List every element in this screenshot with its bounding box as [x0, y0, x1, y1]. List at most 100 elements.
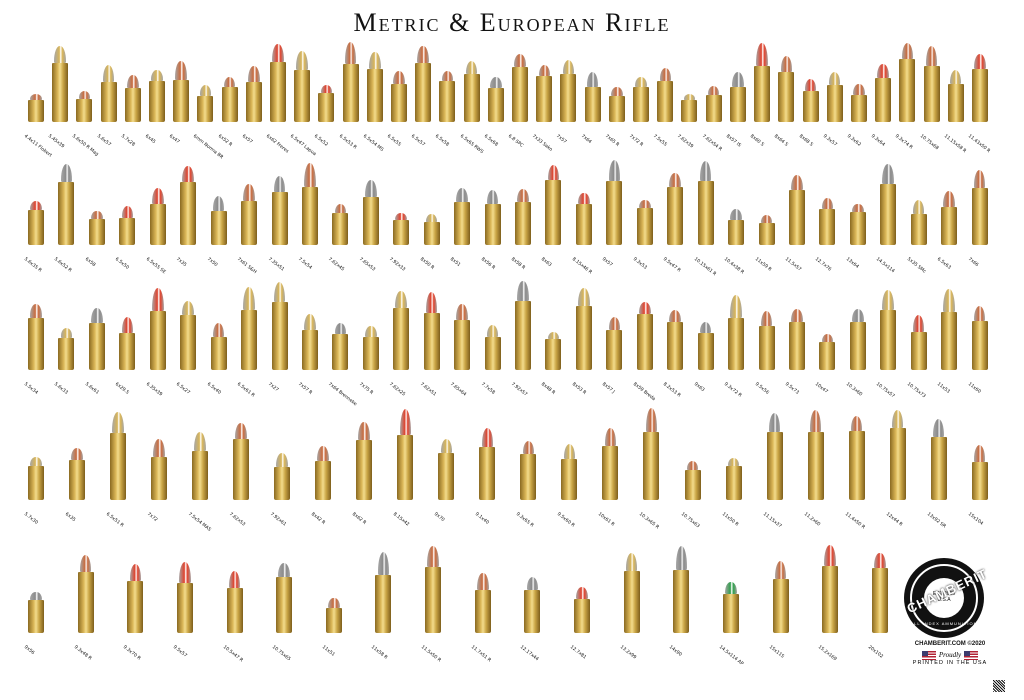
cartridge: 7.65x53: [358, 179, 379, 273]
bullet-tip: [248, 65, 260, 83]
cartridge: 7x27: [266, 281, 288, 393]
bullet-tip: [121, 206, 134, 218]
bullet-tip: [576, 587, 588, 600]
brass-case: [233, 438, 250, 500]
bullet-tip: [943, 191, 955, 207]
bullet-tip: [707, 85, 720, 95]
brass-case: [941, 206, 958, 245]
brass-case: [636, 208, 653, 245]
bullet-tip: [852, 309, 864, 322]
brass-case: [76, 98, 93, 122]
bullet-tip: [427, 546, 439, 567]
brass-case: [393, 219, 410, 245]
cartridge: 7.62x51: [419, 291, 440, 398]
cartridge: 5.7x30: [23, 457, 44, 526]
brass-case: [880, 309, 897, 370]
brass-case: [173, 79, 190, 122]
bullet-tip: [912, 315, 925, 332]
bullet-tip: [91, 210, 103, 220]
brass-case: [667, 187, 684, 245]
bullet-tip: [943, 288, 955, 313]
cartridge: 9x70: [433, 439, 455, 523]
cartridge: 12.7x76: [814, 198, 836, 273]
brass-case: [705, 94, 722, 122]
brass-case: [391, 84, 408, 122]
bullet-tip: [54, 46, 66, 63]
cartridge: 6x57: [241, 65, 262, 145]
brass-case: [643, 431, 660, 500]
brass-case: [271, 191, 288, 245]
bullet-tip: [517, 189, 529, 203]
cartridge: 8x42 R: [310, 445, 332, 526]
brass-case: [788, 322, 805, 370]
cartridge-row-2: 5.6x35 R 5.6x52 R 6x58 6.5x50 6.5x55 SE 7x35 7…: [23, 150, 988, 277]
bullet-tip: [828, 72, 841, 85]
cartridge: 9.3x62: [846, 83, 867, 148]
cartridge: 8x63: [540, 164, 562, 268]
cartridge: 9.3x74 R: [894, 42, 916, 151]
bullet-tip: [925, 46, 938, 67]
cartridge: 8x58 R: [510, 189, 531, 271]
bullet-tip: [522, 440, 535, 454]
brass-case: [423, 313, 440, 370]
brass-case: [439, 81, 456, 122]
brass-case: [778, 71, 795, 122]
bullet-tip: [127, 74, 139, 88]
cartridge-row-3: 5.5x34 5.6x33 5.6x61 6x29.5 6.35x39 6.5x27 6.5…: [23, 270, 988, 407]
cartridge: 11x51: [321, 597, 342, 658]
bullet-tip: [791, 309, 803, 323]
bullet-tip: [768, 412, 781, 432]
bullet-tip: [645, 407, 658, 432]
cartridge: 9.3x64: [870, 64, 892, 148]
cartridge: 6.5x53 R: [338, 42, 359, 151]
bullet-tip: [683, 94, 696, 100]
cartridge: 8x62 R: [351, 421, 373, 526]
footer-proudly-text: Proudly: [938, 651, 962, 660]
brass-case: [274, 466, 291, 500]
cartridge: 11.2x60: [803, 410, 824, 528]
bullet-tip: [179, 562, 191, 584]
cartridge: 6mm Norma BR: [192, 85, 224, 160]
bullet-tip: [334, 203, 347, 214]
cartridge: 12.17x44: [519, 577, 541, 662]
bullet-tip: [949, 69, 962, 84]
bullet-tip: [151, 70, 163, 81]
bullet-tip: [760, 310, 773, 327]
cartridge: 9.3x70 R: [122, 564, 144, 662]
bullet-tip: [490, 77, 502, 88]
bullet-tip: [853, 83, 865, 95]
brass-case: [325, 608, 342, 633]
bullet-tip: [334, 322, 347, 334]
cartridge: 9.5x60 R: [556, 444, 578, 529]
cartridge-label: 13.2x99: [618, 645, 637, 661]
cartridge: 11x53: [936, 288, 958, 395]
cartridge: 6.5x68: [483, 77, 504, 148]
brass-case: [667, 321, 684, 370]
cartridge: 6.5x47 Lapua: [289, 51, 317, 157]
brass-case: [910, 213, 927, 245]
cartridge: 14x90: [668, 545, 690, 658]
brass-case: [910, 331, 927, 370]
bullet-tip: [809, 410, 822, 432]
cartridge: 10.15x61 R: [693, 161, 716, 277]
bullet-tip: [91, 307, 103, 324]
cartridge: 6.8 SPC: [507, 54, 529, 149]
cartridge: 7.35x51: [266, 175, 288, 273]
brass-case: [180, 181, 197, 245]
cartridge: 7.92x61: [269, 452, 291, 528]
brass-case: [633, 86, 650, 122]
brass-case: [423, 222, 440, 245]
brass-case: [362, 196, 379, 245]
brass-case: [301, 330, 318, 370]
brass-case: [454, 320, 471, 370]
cartridge: 7.5x54 MAS: [187, 431, 212, 533]
cartridge: 11.43x50 R: [967, 54, 991, 154]
brass-case: [315, 460, 332, 500]
bullet-tip: [850, 416, 863, 432]
bullet-tip: [30, 591, 42, 600]
logo-est: EST 2005 U.S.A: [932, 591, 956, 603]
cartridge: 6x45: [144, 70, 166, 145]
bullet-tip: [659, 68, 672, 81]
bullet-tip: [456, 187, 468, 202]
brass-case: [545, 180, 562, 245]
